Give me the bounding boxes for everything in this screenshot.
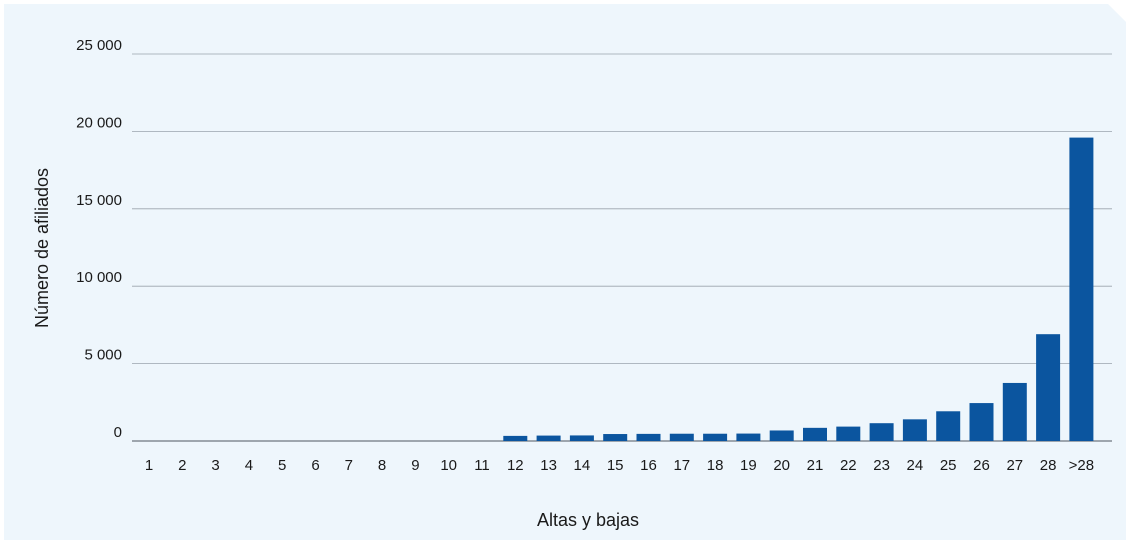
x-tick-label: 16 <box>640 457 657 474</box>
y-tick-label: 5 000 <box>84 347 122 364</box>
bar <box>902 419 927 441</box>
x-tick-label: 4 <box>245 457 253 474</box>
x-axis-ticks: 1 2 3 4 5 6 7 8 9 10 11 12 13 14 15 16 17 18 19 20 21 22 23 24 2… <box>145 457 1094 474</box>
x-tick-label: 26 <box>973 457 990 474</box>
bar <box>503 435 528 441</box>
x-tick-label: 13 <box>540 457 557 474</box>
x-tick-label: 7 <box>345 457 353 474</box>
bar <box>1002 382 1027 441</box>
x-tick-label: 23 <box>873 457 890 474</box>
x-tick-label: 12 <box>507 457 524 474</box>
x-tick-label: 5 <box>278 457 286 474</box>
x-tick-label: 14 <box>574 457 591 474</box>
x-tick-label: 2 <box>178 457 186 474</box>
bar <box>1069 137 1094 442</box>
gridlines <box>132 53 1112 442</box>
x-tick-label: 18 <box>707 457 724 474</box>
bar <box>536 435 561 441</box>
y-axis-title: Número de afiliados <box>32 168 52 328</box>
x-tick-label: 21 <box>807 457 824 474</box>
x-tick-label: 24 <box>907 457 924 474</box>
bar <box>636 433 661 441</box>
bar <box>936 411 961 441</box>
y-tick-label: 20 000 <box>76 114 122 131</box>
x-tick-label: 8 <box>378 457 386 474</box>
x-tick-label: 10 <box>440 457 457 474</box>
x-tick-label: 15 <box>607 457 624 474</box>
bar <box>569 435 594 441</box>
y-tick-label: 0 <box>114 424 122 441</box>
bar <box>803 427 827 441</box>
x-tick-label: 17 <box>673 457 690 474</box>
bar <box>736 433 761 441</box>
x-tick-label: 1 <box>145 457 153 474</box>
x-tick-label: 28 <box>1040 457 1057 474</box>
x-tick-label: 20 <box>773 457 790 474</box>
bar <box>769 430 794 441</box>
x-tick-label: 22 <box>840 457 857 474</box>
x-tick-label: 19 <box>740 457 757 474</box>
bar <box>1036 334 1061 441</box>
x-tick-label: 6 <box>311 457 319 474</box>
x-tick-label: >28 <box>1069 457 1094 474</box>
x-tick-label: 25 <box>940 457 957 474</box>
bar <box>869 423 894 441</box>
x-tick-label: 27 <box>1006 457 1023 474</box>
x-tick-label: 11 <box>474 457 490 474</box>
bar <box>669 433 694 441</box>
y-tick-label: 10 000 <box>76 269 122 286</box>
x-tick-label: 3 <box>211 457 219 474</box>
x-tick-label: 9 <box>411 457 419 474</box>
bar <box>703 433 728 441</box>
y-axis-ticks: 0 5 000 10 000 15 000 20 000 25 000 <box>76 37 122 441</box>
bar <box>836 426 861 441</box>
x-axis-title: Altas y bajas <box>537 510 639 530</box>
bars <box>503 137 1094 442</box>
bar <box>603 434 628 441</box>
bar <box>969 403 994 441</box>
y-tick-label: 15 000 <box>76 192 122 209</box>
y-tick-label: 25 000 <box>76 37 122 54</box>
